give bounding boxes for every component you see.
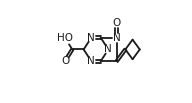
Text: N: N [104,44,112,54]
Text: N: N [113,33,120,43]
Text: O: O [113,18,121,28]
Text: N: N [88,33,95,43]
Text: HO: HO [57,33,73,43]
Text: O: O [61,56,69,66]
Text: N: N [88,56,95,66]
